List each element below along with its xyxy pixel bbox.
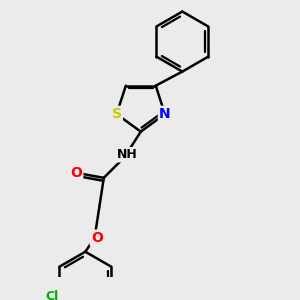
Text: O: O [91,231,103,245]
Text: S: S [112,107,122,121]
Text: Cl: Cl [46,290,59,300]
Text: N: N [159,107,171,121]
Text: NH: NH [116,148,137,161]
Text: O: O [70,166,82,180]
